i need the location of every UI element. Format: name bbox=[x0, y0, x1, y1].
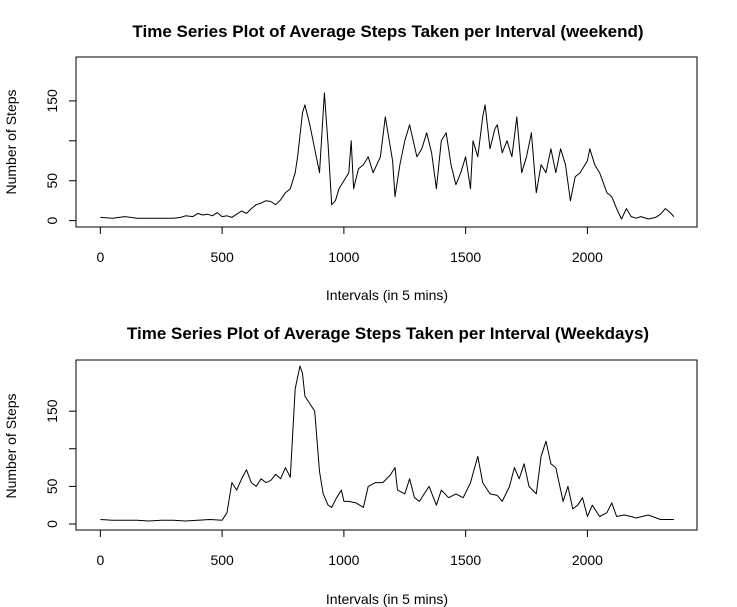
weekdays-y-tick-label: 150 bbox=[44, 399, 60, 423]
weekend-y-tick-label: 150 bbox=[44, 89, 60, 113]
weekend-x-axis: 0 500 1000 1500 2000 bbox=[96, 227, 603, 265]
weekend-plot-frame bbox=[75, 56, 698, 228]
weekend-x-axis-label: Intervals (in 5 mins) bbox=[326, 287, 448, 303]
weekend-x-tick-label: 500 bbox=[210, 249, 234, 265]
weekdays-x-tick-label: 500 bbox=[210, 552, 234, 568]
weekdays-y-tick-label: 0 bbox=[44, 520, 60, 528]
weekdays-x-tick-label: 1500 bbox=[450, 552, 481, 568]
weekend-y-axis-label: Number of Steps bbox=[3, 89, 19, 194]
weekend-panel: Time Series Plot of Average Steps Taken … bbox=[3, 22, 698, 303]
weekdays-y-axis-label: Number of Steps bbox=[3, 393, 19, 498]
weekdays-x-axis-label: Intervals (in 5 mins) bbox=[326, 591, 448, 607]
weekend-x-tick-label: 2000 bbox=[572, 249, 603, 265]
weekdays-y-axis: 0 50 150 bbox=[44, 399, 76, 528]
weekdays-x-tick-label: 1000 bbox=[328, 552, 359, 568]
weekend-x-tick-label: 1000 bbox=[328, 249, 359, 265]
weekdays-x-axis: 0 500 1000 1500 2000 bbox=[96, 530, 603, 568]
weekend-x-tick-label: 0 bbox=[96, 249, 104, 265]
weekend-chart-title: Time Series Plot of Average Steps Taken … bbox=[132, 22, 643, 41]
weekend-y-axis: 0 50 150 bbox=[44, 89, 76, 225]
weekend-x-tick-label: 1500 bbox=[450, 249, 481, 265]
weekend-series-line bbox=[100, 92, 675, 220]
weekend-y-tick-label: 50 bbox=[44, 173, 60, 189]
weekdays-chart-title: Time Series Plot of Average Steps Taken … bbox=[127, 324, 649, 343]
weekend-y-tick-label: 0 bbox=[44, 217, 60, 225]
weekdays-y-tick-label: 50 bbox=[44, 478, 60, 494]
weekdays-x-tick-label: 2000 bbox=[572, 552, 603, 568]
weekdays-x-tick-label: 0 bbox=[96, 552, 104, 568]
weekdays-series-line bbox=[100, 365, 674, 522]
weekdays-plot-frame bbox=[75, 359, 698, 531]
weekdays-panel: Time Series Plot of Average Steps Taken … bbox=[3, 324, 698, 607]
